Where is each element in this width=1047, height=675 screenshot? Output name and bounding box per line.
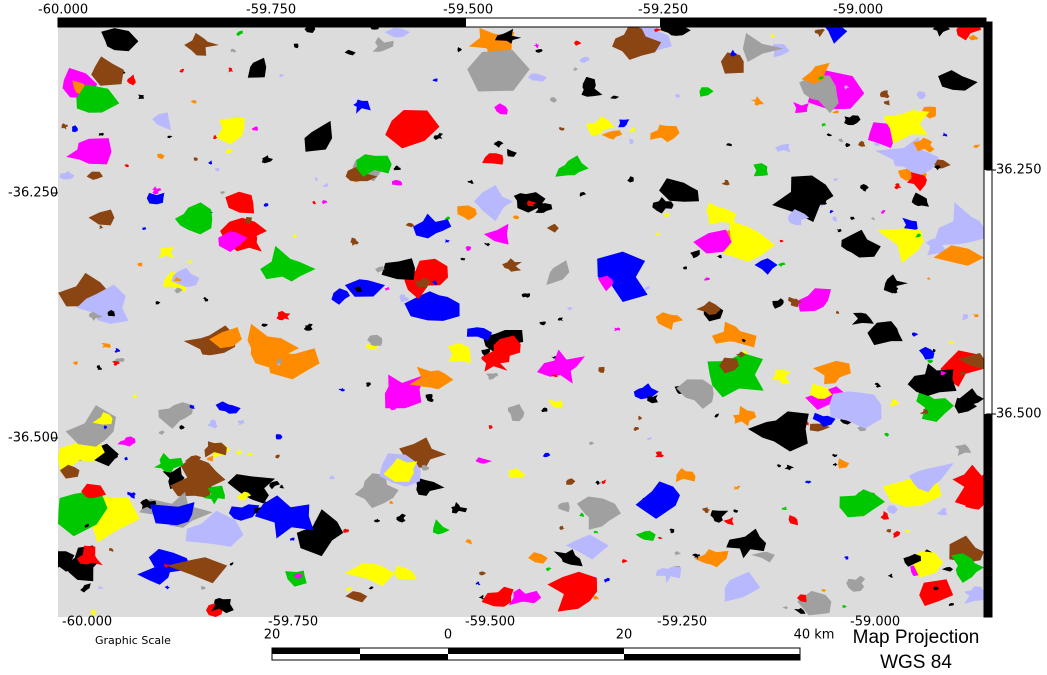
scale-segment bbox=[448, 648, 624, 654]
top-label: -59.500 bbox=[443, 3, 493, 18]
bottom-label: -59.250 bbox=[657, 615, 707, 630]
top-label: -60.000 bbox=[38, 3, 88, 18]
top-label: -59.250 bbox=[638, 3, 688, 18]
map-page: -60.000 -59.750 -59.500 -59.250 -59.000 … bbox=[0, 0, 1047, 675]
bottom-label: -60.000 bbox=[62, 615, 112, 630]
scale-label: 20 bbox=[616, 628, 633, 643]
left-label: -36.500 bbox=[8, 431, 58, 446]
scale-label: 0 bbox=[444, 628, 452, 643]
scale-segment bbox=[272, 648, 360, 654]
scale-bar bbox=[272, 648, 800, 660]
projection-name: WGS 84 bbox=[880, 652, 952, 673]
scale-label: 20 bbox=[264, 628, 281, 643]
right-label: 36.500 bbox=[996, 407, 1042, 422]
frame-segment bbox=[984, 22, 992, 170]
frame-segment bbox=[58, 18, 466, 27]
scale-segment bbox=[624, 654, 800, 660]
frame-segment bbox=[984, 414, 992, 617]
projection-title: Map Projection bbox=[853, 627, 980, 648]
top-label: -59.750 bbox=[246, 3, 296, 18]
top-label: -59.000 bbox=[833, 3, 883, 18]
scale-label: 40 km bbox=[794, 628, 835, 643]
bottom-label: -59.500 bbox=[465, 615, 515, 630]
scale-title: Graphic Scale bbox=[95, 634, 171, 647]
frame-segment bbox=[660, 18, 986, 27]
scale-segment bbox=[360, 654, 448, 660]
left-label: -36.250 bbox=[8, 186, 58, 201]
right-label: 36.250 bbox=[996, 163, 1042, 178]
